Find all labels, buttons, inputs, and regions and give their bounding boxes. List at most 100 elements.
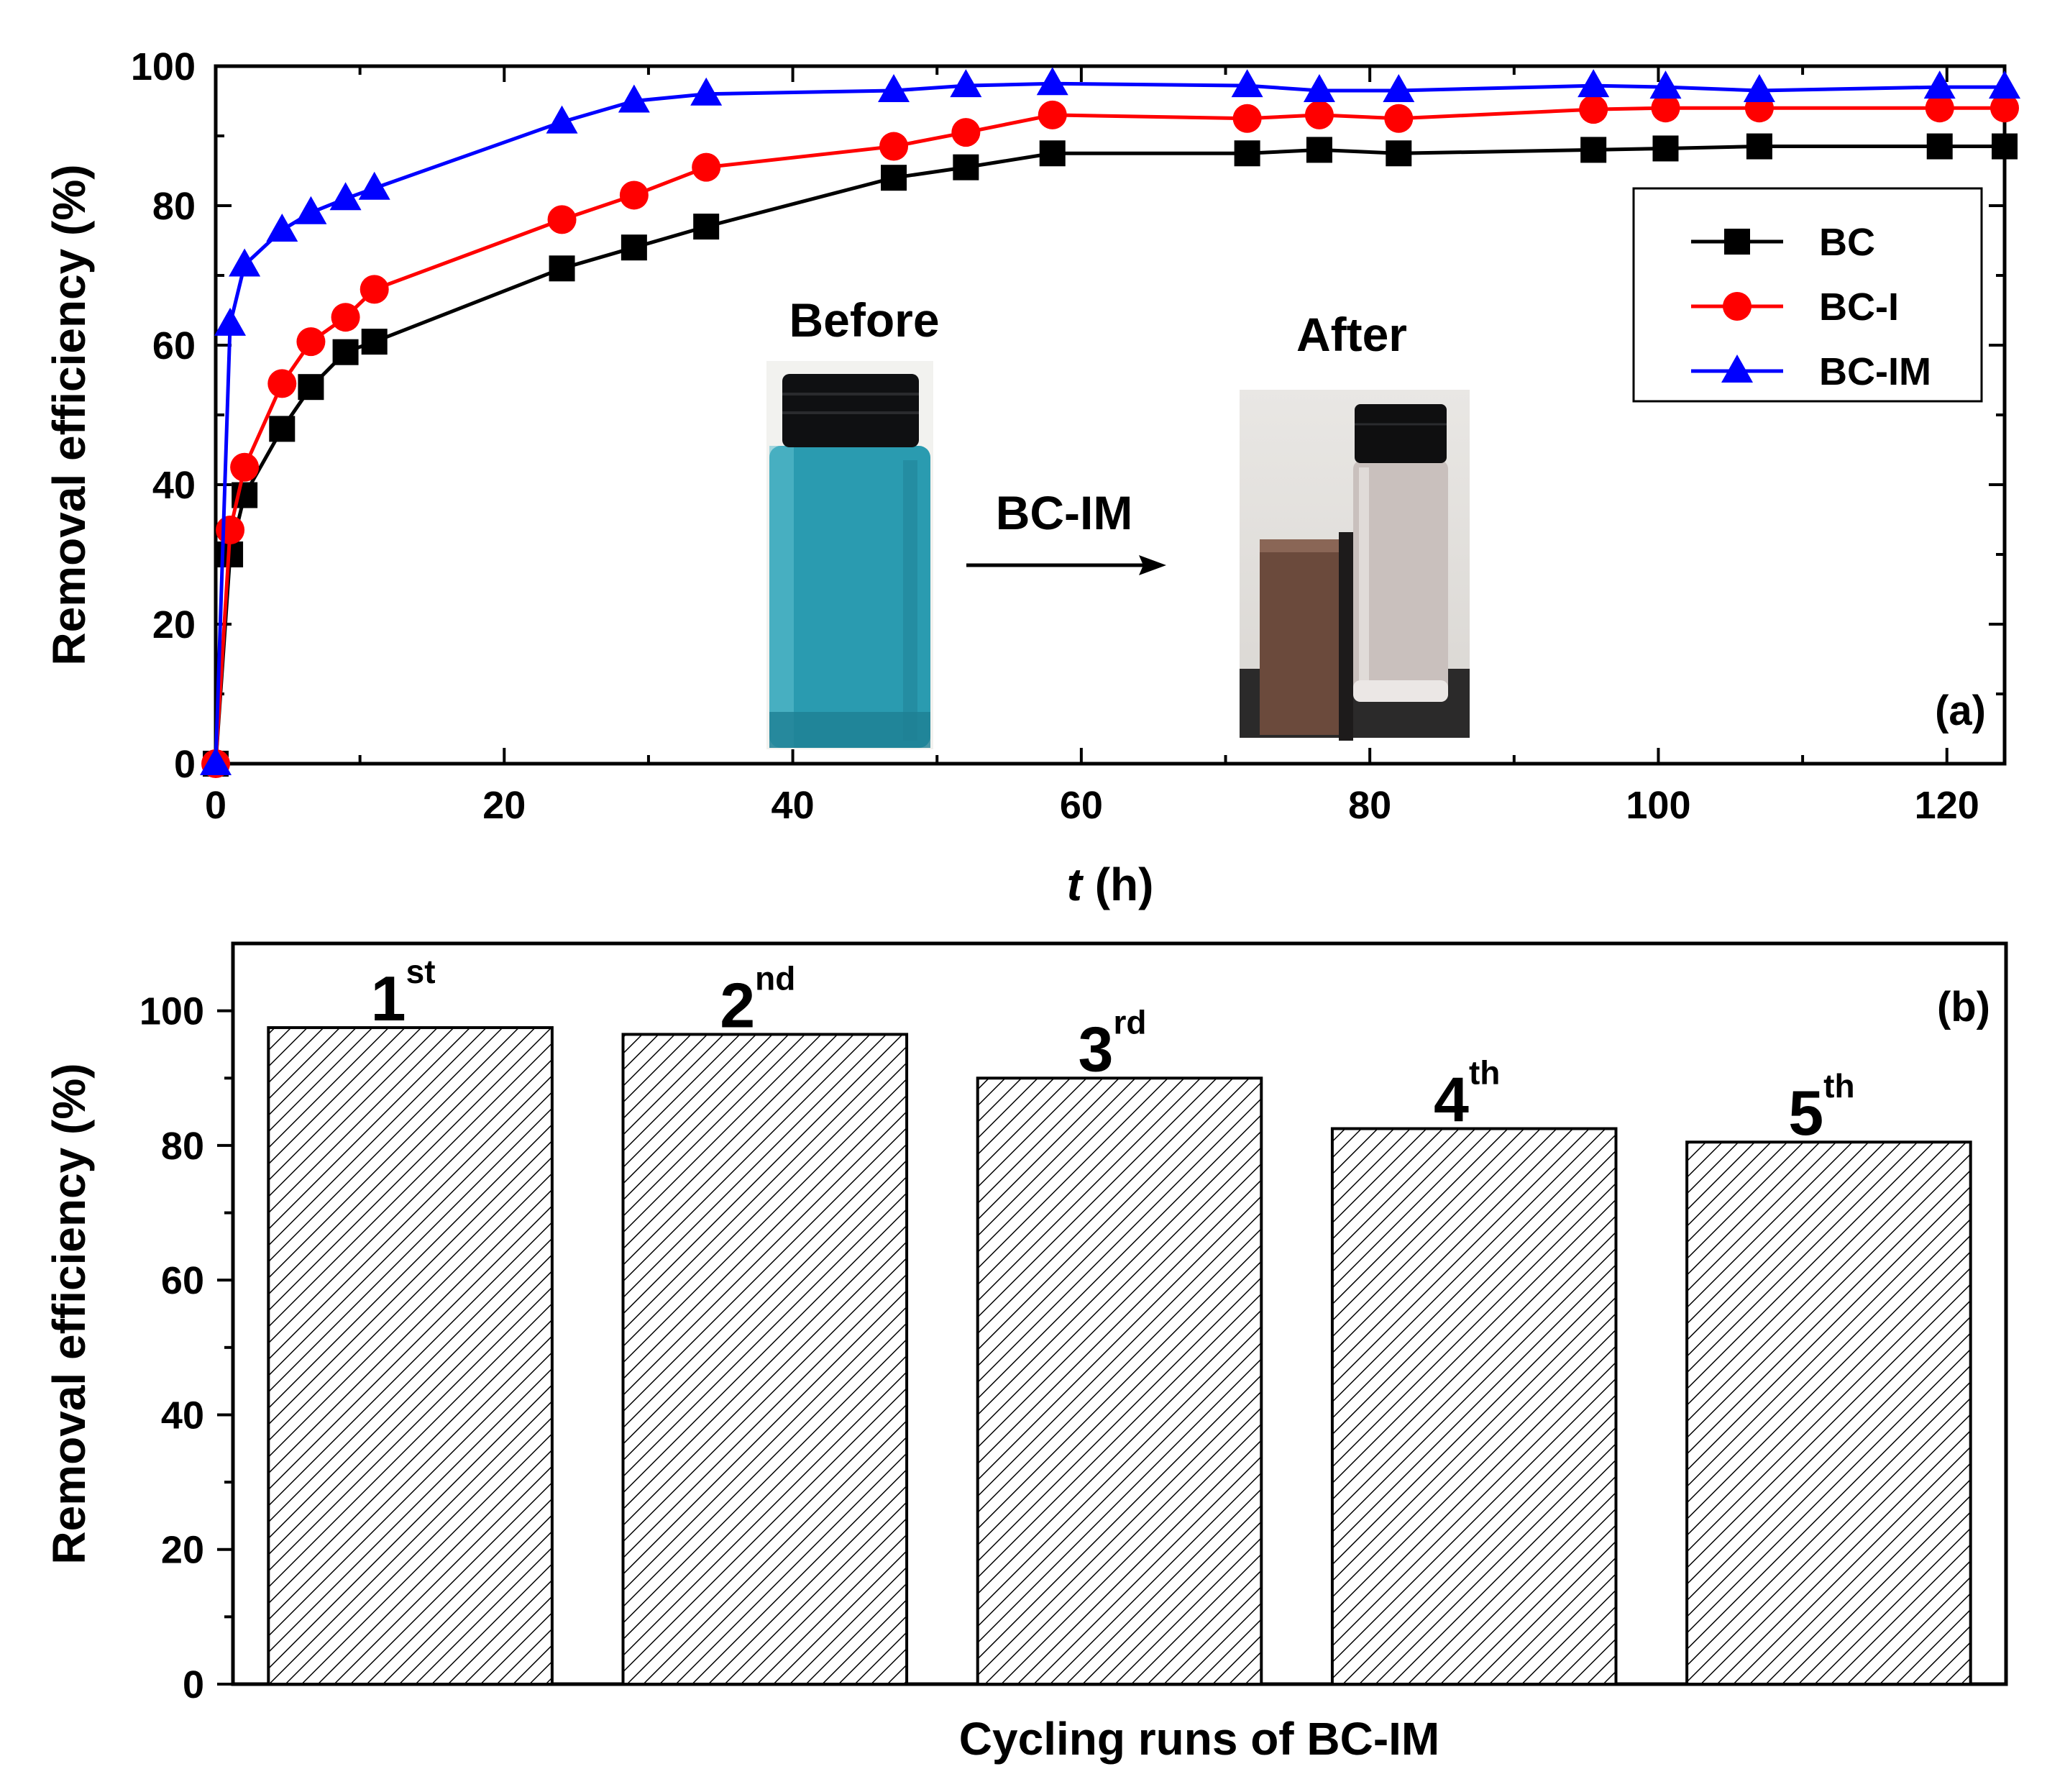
data-point-bc [1580,137,1607,163]
a-y-tick-label: 80 [152,185,196,228]
data-point-bc [549,255,575,282]
inset-after-label: After [1296,308,1407,361]
legend-frame [1632,187,1983,403]
data-point-bc-i [1232,104,1262,133]
data-point-bc-im [1923,70,1956,99]
data-point-bc-im [229,248,261,277]
b-y-tick-label: 60 [161,1259,204,1302]
data-point-bc-i [1038,100,1067,129]
bar-label-run-5: 5th [1788,1067,1854,1148]
data-point-bc-i [951,118,981,147]
data-point-bc [361,329,388,355]
data-point-bc [1992,133,2018,160]
a-x-tick-label: 100 [1626,784,1690,827]
a-x-tick-label: 40 [771,784,815,827]
data-point-bc-im [1036,67,1068,96]
a-y-tick-label: 60 [152,324,196,367]
data-point-bc-i [1579,95,1608,124]
data-point-bc-i [1384,104,1414,133]
data-point-bc-im [1989,70,2020,99]
data-point-bc-im [214,307,247,336]
legend-entries: BC BC-I BC-IM [1691,221,1931,393]
data-point-bc-im [1743,73,1775,102]
legend-label-bc-i: BC-I [1819,285,1899,329]
legend-marker-bc-i [1723,292,1752,321]
data-point-bc [953,154,979,180]
after-vial-photo [1240,390,1470,741]
data-point-bc-i [1651,93,1680,123]
data-point-bc-i [296,327,326,357]
panel-a-plot-frame [214,64,2007,766]
bar-label-run-3: 3rd [1079,1003,1147,1084]
data-point-bc-i [619,180,649,210]
data-point-bc-im [329,182,362,211]
data-point-bc [1234,140,1260,167]
data-point-bc-i [547,205,577,234]
data-point-bc-im [358,171,390,200]
b-y-tick-label: 80 [161,1125,204,1168]
data-point-bc-i [879,132,909,161]
arrow-icon [966,555,1166,575]
panel-a-axis-ticks: 0 20 40 60 80 100 120 0 20 40 60 80 100 [131,45,2005,827]
bar-run-5 [1685,1140,1972,1686]
a-y-tick-label: 20 [152,603,196,646]
data-point-bc-i [1990,93,2019,123]
bar-run-4 [1330,1127,1618,1686]
data-point-bc [621,234,647,261]
bar-label-run-2: 2nd [720,959,795,1041]
data-point-bc-im [295,196,327,224]
b-y-tick-label: 100 [139,990,204,1033]
a-y-tick-label: 40 [152,464,196,507]
b-y-tick-label: 20 [161,1529,204,1572]
panel-a-x-axis-unit: (h) [1082,859,1154,910]
bar-run-1 [267,1026,554,1686]
panel-a-legend: BC BC-I BC-IM [1632,187,1983,403]
data-point-bc [881,165,907,191]
panel-a-x-axis-symbol: t [1067,859,1084,910]
inset-before-label: Before [789,293,939,347]
data-point-bc-im [1231,69,1263,98]
b-y-tick-label: 40 [161,1394,204,1437]
data-point-bc-i [230,452,260,482]
panel-a-x-axis-title: t (h) [1067,859,1154,910]
data-point-bc-im [1578,69,1610,98]
data-point-bc-im [1649,70,1682,99]
a-x-tick-label: 0 [205,784,226,827]
data-point-bc-i [1925,93,1954,123]
data-point-bc-im [690,77,723,106]
data-point-bc [298,374,324,401]
data-point-bc-i [331,303,360,332]
panel-a-tag: (a) [1935,687,1986,734]
data-point-bc-i [216,516,245,545]
data-point-bc-im [1303,73,1335,102]
bar-label-run-1: 1st [371,953,436,1034]
data-point-bc [1306,137,1332,163]
panel-b-axis-ticks: 0 20 40 60 80 100 [139,990,233,1706]
panel-b-tag: (b) [1937,984,1990,1030]
a-x-tick-label: 120 [1915,784,1979,827]
data-point-bc-im [878,73,910,102]
data-point-bc [332,339,359,365]
data-point-bc-i [360,275,389,304]
a-x-tick-label: 60 [1060,784,1103,827]
legend-marker-bc-im [1721,355,1753,383]
legend-label-bc-im: BC-IM [1819,350,1931,393]
data-point-bc [1926,133,1953,160]
bar-run-3 [976,1076,1263,1686]
data-point-bc [1746,133,1772,160]
a-x-tick-label: 80 [1348,784,1391,827]
panel-b-x-axis-title: Cycling runs of BC-IM [959,1713,1439,1765]
series-line-bc-im [214,81,2005,764]
data-point-bc-im [200,747,232,775]
a-y-tick-label: 100 [131,45,196,88]
panel-a-series-group [200,67,2020,778]
data-point-bc-im [1383,73,1415,102]
panel-a-line-chart: 0 20 40 60 80 100 120 0 20 40 60 80 100 Removal effi… [43,45,2020,910]
before-vial-photo [766,361,933,749]
panel-b-bar-chart: 0 20 40 60 80 100 1st 2nd 3rd 4th 5th Removal eff… [43,941,2008,1765]
data-point-bc [1386,140,1412,167]
data-point-bc [1652,135,1679,162]
data-point-bc-i [267,369,297,398]
data-point-bc-i [1304,100,1334,129]
